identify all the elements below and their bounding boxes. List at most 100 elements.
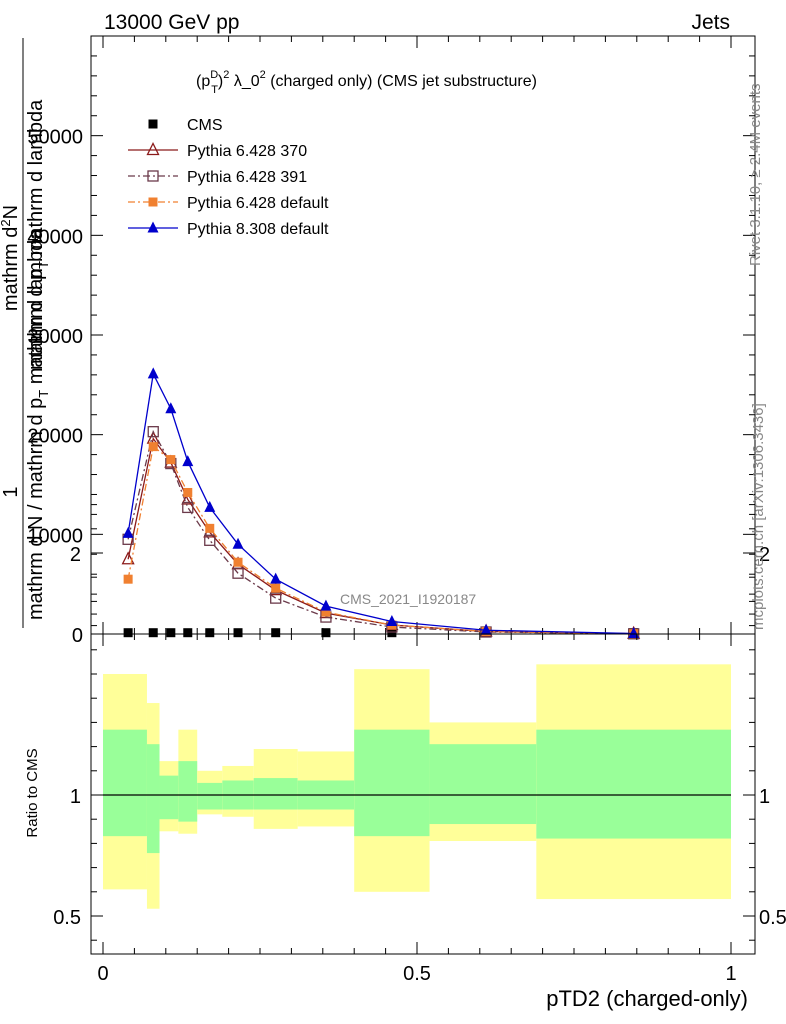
ratio-bands bbox=[103, 664, 731, 909]
ratio-y-tick-label: 1 bbox=[70, 786, 81, 808]
data-point-p8 bbox=[270, 572, 282, 584]
series-line-p391 bbox=[127, 429, 634, 635]
legend-marker bbox=[147, 170, 159, 182]
main-axis-ticks bbox=[91, 36, 755, 635]
data-point-p391 bbox=[232, 567, 244, 579]
ratio-band-inner bbox=[197, 782, 223, 810]
ratio-y-tick-label-right: 0.5 bbox=[759, 907, 786, 929]
ratio-frame bbox=[90, 633, 756, 955]
main-y-tick-labels: 0 10000 20000 30000 40000 50000 bbox=[27, 127, 83, 647]
legend-marker bbox=[147, 221, 159, 233]
ratio-band-inner bbox=[146, 744, 160, 854]
data-point-p8 bbox=[165, 402, 177, 414]
header-energy: 13000 GeV pp bbox=[104, 11, 239, 34]
data-point-p391 bbox=[182, 501, 194, 514]
ratio-band-inner bbox=[536, 729, 731, 839]
main-y-tick-label: 50000 bbox=[27, 127, 83, 149]
rivet-label: Rivet 3.1.10, ≥ 2.4M events bbox=[747, 84, 764, 267]
analysis-watermark: CMS_2021_I1920187 bbox=[340, 591, 476, 607]
data-point-cms bbox=[205, 628, 215, 638]
legend-item-p6def: Pythia 6.428 default bbox=[128, 195, 329, 212]
data-point-cms bbox=[148, 628, 158, 638]
ratio-y-tick-label-right: 1 bbox=[759, 786, 770, 808]
main-y-tick-label: 0 bbox=[72, 625, 83, 647]
legend-item-p8: Pythia 8.308 default bbox=[128, 221, 329, 238]
data-point-p8 bbox=[232, 537, 244, 549]
legend-marker bbox=[148, 197, 158, 207]
data-point-cms bbox=[183, 628, 193, 638]
data-point-p6def bbox=[271, 583, 281, 593]
data-point-p6def bbox=[183, 487, 193, 497]
legend-item-p391: Pythia 6.428 391 bbox=[128, 169, 307, 186]
data-point-p8 bbox=[182, 455, 194, 467]
data-point-cms bbox=[387, 628, 397, 638]
ratio-y-tick-label-right: 2 bbox=[759, 544, 770, 566]
legend-label: CMS bbox=[187, 117, 223, 134]
data-point-p8 bbox=[204, 500, 216, 512]
data-point-cms bbox=[166, 628, 176, 638]
data-point-cms bbox=[321, 628, 331, 638]
data-point-p391 bbox=[204, 534, 216, 546]
ratio-y-tick-labels: 0.5 0.5 1 1 2 2 bbox=[53, 544, 786, 929]
data-point-p8 bbox=[386, 615, 398, 627]
legend: CMS Pythia 6.428 370 Pythia 6.428 391 Pythi… bbox=[128, 117, 329, 238]
data-point-p6def bbox=[123, 574, 133, 584]
legend-item-p370: Pythia 6.428 370 bbox=[128, 142, 307, 160]
main-y-tick-label: 40000 bbox=[27, 226, 83, 248]
data-point-p6def bbox=[205, 523, 215, 533]
main-panel: 0 10000 20000 30000 40000 50000 (pD T)2 λ_02 (… bbox=[0, 35, 756, 647]
ylabel-numerator-2: mathrm d2N bbox=[0, 205, 22, 311]
x-axis-label: pTD2 (charged-only) bbox=[546, 986, 748, 1011]
main-series bbox=[121, 367, 641, 640]
data-point-p370 bbox=[121, 551, 135, 565]
data-point-p6def bbox=[233, 557, 243, 567]
data-point-p6def bbox=[321, 607, 331, 617]
data-point-cms bbox=[123, 628, 133, 638]
ratio-band-inner bbox=[159, 775, 179, 820]
data-point-p6def bbox=[148, 442, 158, 452]
x-tick-label: 1 bbox=[725, 963, 736, 985]
legend-item-cms: CMS bbox=[148, 117, 223, 134]
main-y-tick-label: 10000 bbox=[27, 525, 83, 547]
data-point-p8 bbox=[480, 623, 492, 635]
data-point-cms bbox=[233, 628, 243, 638]
ratio-band-inner bbox=[253, 778, 298, 810]
legend-marker bbox=[148, 119, 158, 129]
data-point-p8 bbox=[320, 599, 332, 611]
mcplots-label: mcplots.cern.ch [arXiv:1306.3436] bbox=[750, 403, 767, 630]
main-y-axis-label: 1 mathrm d N / mathrm d pT mathrm d lamb… bbox=[0, 38, 51, 628]
legend-label: Pythia 6.428 370 bbox=[187, 143, 307, 160]
legend-label: Pythia 6.428 default bbox=[187, 195, 329, 212]
legend-marker bbox=[146, 142, 160, 156]
ylabel-denominator-2: mathrm d pT mathrm d lambda bbox=[25, 99, 51, 370]
header-process: Jets bbox=[691, 11, 730, 34]
ratio-band-inner bbox=[354, 729, 430, 837]
chart-title: (pD T)2 λ_02 (charged only) (CMS jet subs… bbox=[196, 69, 537, 96]
data-point-p391 bbox=[270, 592, 282, 604]
ylabel-denominator: mathrm d N / mathrm d pT mathrm d lambda bbox=[25, 228, 51, 620]
ratio-band-inner bbox=[429, 744, 537, 825]
data-point-cms bbox=[271, 628, 281, 638]
ratio-x-tick-labels: 0 0.5 1 bbox=[97, 963, 736, 985]
ratio-y-axis-label: Ratio to CMS bbox=[24, 748, 41, 837]
data-point-p391 bbox=[147, 426, 159, 438]
data-point-p6def bbox=[166, 455, 176, 465]
series-line-p6def bbox=[127, 445, 634, 635]
ratio-panel: 0.5 0.5 1 1 2 2 0 0.5 1 Ratio to CMS pTD2 (char… bbox=[24, 504, 786, 1011]
ratio-axis-ticks bbox=[91, 504, 755, 954]
main-y-tick-label: 30000 bbox=[27, 326, 83, 348]
series-p6def bbox=[123, 442, 639, 639]
ylabel-numerator: 1 bbox=[0, 486, 22, 497]
data-point-p8 bbox=[147, 367, 159, 379]
ratio-y-tick-label: 0.5 bbox=[53, 907, 81, 929]
ratio-y-tick-label: 2 bbox=[70, 544, 81, 566]
x-tick-label: 0 bbox=[97, 963, 108, 985]
ratio-band-inner bbox=[178, 761, 198, 822]
legend-label: Pythia 8.308 default bbox=[187, 221, 329, 238]
ratio-band-inner bbox=[103, 729, 147, 837]
data-point-p370 bbox=[181, 491, 195, 505]
legend-label: Pythia 6.428 391 bbox=[187, 169, 307, 186]
series-p370 bbox=[121, 430, 641, 639]
main-y-tick-label: 20000 bbox=[27, 426, 83, 448]
